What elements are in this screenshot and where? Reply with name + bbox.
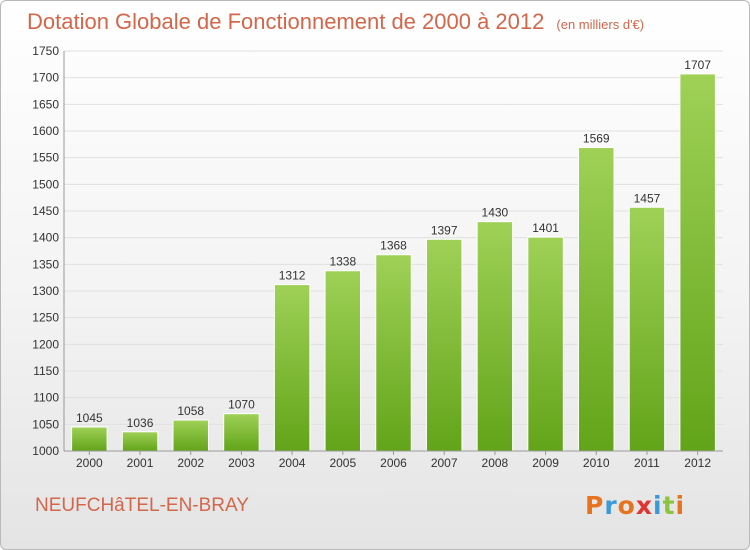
logo-letter: r [604,491,618,520]
bar [375,254,412,452]
town-name: NEUFCHâTEL-EN-BRAY [35,495,249,516]
bar [121,431,159,452]
proxiti-logo: Proxiti [585,491,685,520]
y-tick-label: 1300 [32,284,59,298]
y-tick-label: 1550 [32,151,59,165]
x-tick-label: 2007 [431,456,458,470]
y-tick-label: 1650 [32,97,59,111]
data-label: 1430 [482,206,509,220]
x-tick-label: 2005 [329,456,356,470]
y-tick-label: 1150 [33,364,59,378]
data-label: 1070 [228,398,255,412]
data-label: 1036 [127,416,154,430]
bar [71,426,108,452]
chart-subtitle: (en milliers d'€) [556,17,645,32]
logo-letter: o [617,491,636,520]
y-tick-label: 1050 [32,417,59,431]
title-text: Dotation Globale de Fonctionnement de 20… [27,9,545,34]
y-tick-label: 1200 [32,337,59,351]
data-label: 1397 [431,223,458,237]
x-tick-label: 2002 [177,456,204,470]
data-label: 1401 [532,221,559,235]
logo-letter: i [653,491,663,520]
y-tick-label: 1400 [32,231,59,245]
x-tick-label: 2003 [228,456,255,470]
data-label: 1312 [279,269,306,283]
data-label: 1368 [380,239,407,253]
bars [71,73,716,452]
y-tick-label: 1350 [32,257,59,271]
data-label: 1707 [684,58,711,72]
x-tick-label: 2001 [127,456,154,470]
y-tick-label: 1100 [33,391,59,405]
y-tick-label: 1250 [32,311,59,325]
x-tick-label: 2004 [279,456,306,470]
bar [172,419,209,452]
logo-letter: P [585,491,605,520]
data-label: 1045 [76,411,103,425]
chart-title: Dotation Globale de Fonctionnement de 20… [27,9,644,35]
y-tick-label: 1750 [32,44,59,58]
bar [527,236,564,452]
bar [324,270,362,452]
logo-letter: x [635,491,653,520]
logo-letter: i [675,491,686,520]
x-tick-label: 2010 [583,456,610,470]
x-tick-label: 2011 [634,456,660,470]
y-tick-label: 1000 [32,444,59,458]
logo-letter: t [662,491,676,520]
bar [425,238,463,452]
x-tick-label: 2012 [684,456,711,470]
bar [273,284,311,452]
y-tick-label: 1450 [32,204,59,218]
axes: 1000 1050 1100 1150 1200 1250 1300 1350 1400 1450… [32,44,723,470]
data-label: 1569 [583,132,610,146]
bar [628,206,666,452]
data-label: 1058 [177,404,204,418]
x-tick-label: 2009 [532,456,559,470]
y-tick-label: 1700 [32,71,59,85]
y-tick-label: 1600 [32,124,59,138]
data-label: 1338 [329,255,356,269]
data-label: 1457 [634,191,661,205]
bar [578,147,615,452]
bar [476,221,514,452]
x-tick-label: 2006 [380,456,407,470]
bar [679,73,716,452]
y-tick-label: 1500 [32,177,59,191]
x-tick-label: 2000 [76,456,103,470]
x-tick-label: 2008 [482,456,509,470]
bar [223,413,260,452]
